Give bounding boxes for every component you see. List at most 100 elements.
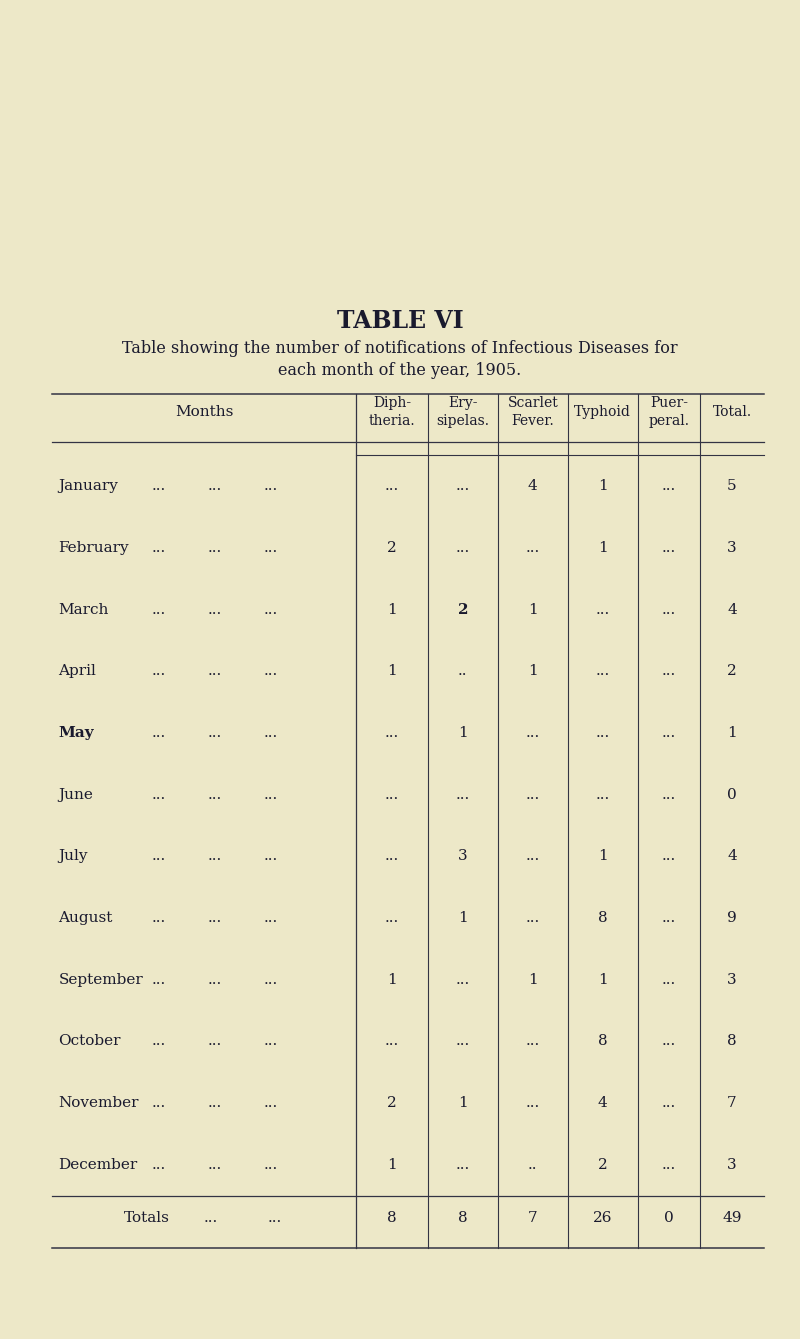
Text: ...: ... [662, 603, 676, 616]
Text: ...: ... [662, 726, 676, 740]
Text: ...: ... [152, 664, 166, 679]
Text: 2: 2 [727, 664, 737, 679]
Text: 3: 3 [727, 1158, 737, 1172]
Text: 2: 2 [387, 541, 397, 554]
Text: ...: ... [662, 972, 676, 987]
Text: 1: 1 [387, 603, 397, 616]
Text: ...: ... [264, 972, 278, 987]
Text: ...: ... [385, 479, 399, 493]
Text: 1: 1 [598, 479, 608, 493]
Text: January: January [58, 479, 118, 493]
Text: ...: ... [208, 1097, 222, 1110]
Text: ...: ... [526, 726, 540, 740]
Text: 1: 1 [387, 664, 397, 679]
Text: April: April [58, 664, 96, 679]
Text: ...: ... [152, 603, 166, 616]
Text: 3: 3 [458, 849, 468, 864]
Text: ...: ... [456, 479, 470, 493]
Text: Ery-
sipelas.: Ery- sipelas. [436, 396, 490, 428]
Text: ...: ... [264, 664, 278, 679]
Text: September: September [58, 972, 143, 987]
Text: 3: 3 [727, 972, 737, 987]
Text: 8: 8 [727, 1035, 737, 1048]
Text: ...: ... [268, 1210, 282, 1225]
Text: ..: .. [528, 1158, 538, 1172]
Text: 8: 8 [458, 1210, 468, 1225]
Text: ...: ... [662, 787, 676, 802]
Text: 8: 8 [598, 911, 608, 925]
Text: ...: ... [152, 726, 166, 740]
Text: June: June [58, 787, 94, 802]
Text: Months: Months [175, 406, 233, 419]
Text: 1: 1 [458, 1097, 468, 1110]
Text: each month of the year, 1905.: each month of the year, 1905. [278, 363, 522, 379]
Text: ...: ... [456, 1158, 470, 1172]
Text: ...: ... [208, 603, 222, 616]
Text: ...: ... [264, 726, 278, 740]
Text: ...: ... [662, 1097, 676, 1110]
Text: ...: ... [662, 664, 676, 679]
Text: 0: 0 [727, 787, 737, 802]
Text: ...: ... [208, 1035, 222, 1048]
Text: ...: ... [385, 911, 399, 925]
Text: 1: 1 [387, 1158, 397, 1172]
Text: ...: ... [208, 726, 222, 740]
Text: March: March [58, 603, 109, 616]
Text: ...: ... [596, 603, 610, 616]
Text: 4: 4 [598, 1097, 608, 1110]
Text: 0: 0 [664, 1210, 674, 1225]
Text: ...: ... [456, 787, 470, 802]
Text: July: July [58, 849, 88, 864]
Text: ...: ... [152, 479, 166, 493]
Text: May: May [58, 726, 94, 740]
Text: August: August [58, 911, 113, 925]
Text: ...: ... [208, 849, 222, 864]
Text: 49: 49 [722, 1210, 742, 1225]
Text: 1: 1 [727, 726, 737, 740]
Text: 5: 5 [727, 479, 737, 493]
Text: 2: 2 [458, 603, 468, 616]
Text: ...: ... [264, 1097, 278, 1110]
Text: ...: ... [456, 541, 470, 554]
Text: ...: ... [662, 541, 676, 554]
Text: ...: ... [662, 1035, 676, 1048]
Text: ...: ... [596, 664, 610, 679]
Text: 3: 3 [727, 541, 737, 554]
Text: 7: 7 [727, 1097, 737, 1110]
Text: 26: 26 [593, 1210, 613, 1225]
Text: Puer-
peral.: Puer- peral. [648, 396, 690, 428]
Text: 9: 9 [727, 911, 737, 925]
Text: ...: ... [385, 849, 399, 864]
Text: ...: ... [385, 1035, 399, 1048]
Text: ...: ... [385, 787, 399, 802]
Text: 1: 1 [528, 664, 538, 679]
Text: ...: ... [152, 972, 166, 987]
Text: ...: ... [596, 787, 610, 802]
Text: Typhoid: Typhoid [574, 406, 631, 419]
Text: ...: ... [264, 603, 278, 616]
Text: February: February [58, 541, 129, 554]
Text: 1: 1 [598, 849, 608, 864]
Text: 8: 8 [387, 1210, 397, 1225]
Text: ...: ... [526, 1097, 540, 1110]
Text: October: October [58, 1035, 121, 1048]
Text: ...: ... [526, 849, 540, 864]
Text: ...: ... [208, 479, 222, 493]
Text: ...: ... [456, 972, 470, 987]
Text: ...: ... [208, 787, 222, 802]
Text: 1: 1 [458, 726, 468, 740]
Text: Table showing the number of notifications of Infectious Diseases for: Table showing the number of notification… [122, 340, 678, 356]
Text: 2: 2 [598, 1158, 608, 1172]
Text: ...: ... [152, 849, 166, 864]
Text: 7: 7 [528, 1210, 538, 1225]
Text: ..: .. [458, 664, 467, 679]
Text: 1: 1 [598, 972, 608, 987]
Text: ...: ... [662, 911, 676, 925]
Text: 1: 1 [598, 541, 608, 554]
Text: ...: ... [526, 911, 540, 925]
Text: 4: 4 [528, 479, 538, 493]
Text: ...: ... [662, 1158, 676, 1172]
Text: ...: ... [264, 479, 278, 493]
Text: ...: ... [152, 1097, 166, 1110]
Text: ...: ... [208, 541, 222, 554]
